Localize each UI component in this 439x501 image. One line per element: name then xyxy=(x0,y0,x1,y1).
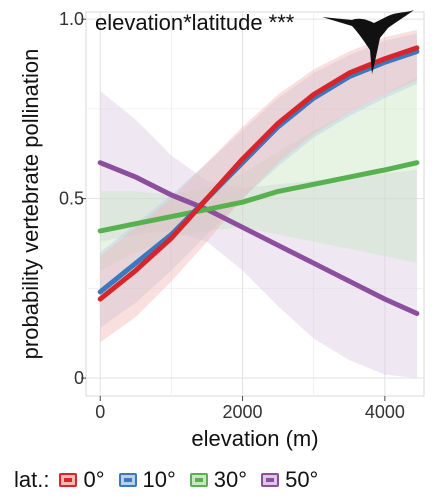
confidence-ribbon-10 xyxy=(100,33,417,328)
legend-item-30: 30° xyxy=(189,467,248,493)
plot-panel xyxy=(85,11,425,397)
hummingbird-icon xyxy=(322,10,414,74)
series-line-30 xyxy=(97,160,420,234)
x-tick-label: 2000 xyxy=(223,402,263,422)
legend-item-10: 10° xyxy=(118,467,176,493)
legend-swatch-30 xyxy=(189,473,208,487)
confidence-ribbon-0 xyxy=(100,29,417,343)
legend-swatch-10 xyxy=(118,473,137,487)
x-axis-title: elevation (m) xyxy=(191,426,318,451)
legend-label-30: 30° xyxy=(213,467,248,492)
confidence-ribbon-30 xyxy=(100,76,417,271)
x-tick-label: 0 xyxy=(95,402,105,422)
y-tick-label: 1.0 xyxy=(59,9,84,29)
x-tick-label: 4000 xyxy=(365,402,405,422)
legend-swatch-50 xyxy=(261,473,280,487)
legend-label-50: 50° xyxy=(285,467,319,492)
chart: 0 2000 4000 0 0.5 1.0 elevation*latitude ***… xyxy=(18,9,425,451)
legend-item-0: 0° xyxy=(59,467,105,493)
y-tick-label: 0.5 xyxy=(59,189,84,209)
legend-swatch-0 xyxy=(59,473,78,487)
legend-title: lat.: xyxy=(14,467,50,492)
legend-label-0: 0° xyxy=(83,467,105,492)
x-axis-ticks: 0 2000 4000 xyxy=(95,396,405,422)
series-lines xyxy=(97,45,420,316)
y-axis-ticks: 0 0.5 1.0 xyxy=(59,9,86,388)
series-line-0 xyxy=(97,45,420,302)
chart-title: elevation*latitude *** xyxy=(95,10,295,35)
y-tick-label: 0 xyxy=(74,368,84,388)
legend-label-10: 10° xyxy=(142,467,176,492)
legend: lat.: 0° 10° 30° 50° xyxy=(0,462,439,498)
y-axis-title: probability vertebrate pollination xyxy=(18,49,43,360)
series-line-50 xyxy=(97,160,420,316)
legend-item-50: 50° xyxy=(261,467,318,493)
series-line-10 xyxy=(97,49,420,295)
